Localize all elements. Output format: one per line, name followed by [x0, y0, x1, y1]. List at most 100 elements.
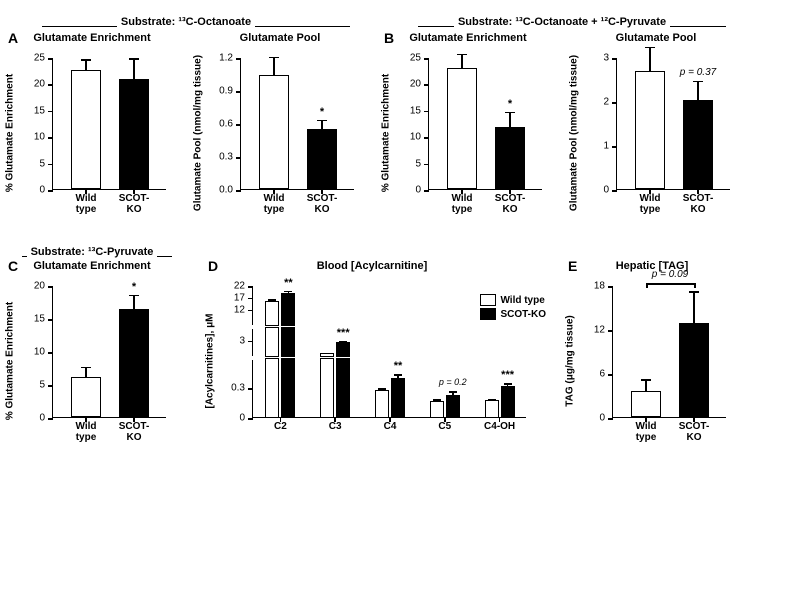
- panel-title: Glutamate Pool: [576, 32, 736, 48]
- yticklabel: 0.6: [219, 119, 233, 130]
- ytick: [48, 164, 53, 166]
- panel-title: Glutamate Enrichment: [12, 32, 172, 48]
- yticklabel: 0.3: [231, 383, 245, 394]
- ytick: [48, 190, 53, 192]
- bar: [119, 79, 149, 189]
- errcap: [641, 379, 651, 381]
- yticklabel: 12: [594, 325, 605, 336]
- errcap: [505, 112, 515, 114]
- panel-C-group: Substrate: ¹³C-Pyruvate Glutamate Enrichm…: [12, 242, 172, 446]
- plot: 05101520WildtypeSCOT-KO*% Glutamate Enri…: [12, 276, 172, 446]
- xticklabel: SCOT-KO: [112, 193, 156, 215]
- ylabel: % Glutamate Enrichment: [5, 302, 16, 420]
- yticklabel: 3: [603, 53, 609, 64]
- yticklabel: 0: [39, 413, 45, 424]
- panel-letter: E: [568, 258, 577, 274]
- legend-item: SCOT-KO: [480, 308, 546, 320]
- ytick: [236, 58, 241, 60]
- yticklabel: 25: [410, 53, 421, 64]
- bar: [447, 68, 477, 189]
- panel: A0510152025WildtypeSCOT-KO% Glutamate En…: [12, 48, 172, 218]
- ytick: [48, 352, 53, 354]
- plot-area: 0123WildtypeSCOT-KOp = 0.37: [616, 58, 730, 190]
- ytick: [248, 286, 253, 288]
- yticklabel: 0: [239, 413, 245, 424]
- substrate-label: Substrate: ¹³C-Octanoate + ¹²C-Pyruvate: [454, 16, 670, 28]
- ytick: [424, 137, 429, 139]
- xticklabel: SCOT-KO: [676, 193, 720, 215]
- ytick: [612, 102, 617, 104]
- substrate-label: Substrate: ¹³C-Pyruvate: [27, 246, 158, 258]
- bar: [495, 127, 525, 189]
- errbar: [509, 112, 511, 128]
- substrate-header: Substrate: ¹³C-Octanoate + ¹²C-Pyruvate: [388, 12, 736, 30]
- ytick: [48, 111, 53, 113]
- errcap: [504, 383, 512, 385]
- ytick: [424, 111, 429, 113]
- xticklabel: C5: [423, 421, 467, 432]
- bar: [265, 358, 279, 418]
- bracket: [646, 283, 694, 285]
- bar: [307, 129, 337, 190]
- ytick: [424, 58, 429, 60]
- ytick: [248, 418, 253, 420]
- plot-area: 0.00.30.60.91.2WildtypeSCOT-KO*: [240, 58, 354, 190]
- errbar: [697, 81, 699, 101]
- yticklabel: 10: [34, 132, 45, 143]
- errcap: [317, 120, 327, 122]
- subpanel: Glutamate Pool 0123WildtypeSCOT-KOp = 0.3…: [576, 32, 736, 218]
- yticklabel: 18: [594, 281, 605, 292]
- ytick: [424, 190, 429, 192]
- ytick: [608, 286, 613, 288]
- xticklabel: Wildtype: [628, 193, 672, 215]
- errbar: [693, 291, 695, 324]
- substrate-header: Substrate: ¹³C-Pyruvate: [12, 242, 172, 260]
- sig-marker: **: [284, 277, 293, 289]
- errbar: [133, 295, 135, 311]
- panel-letter: B: [384, 30, 394, 46]
- bar: [119, 309, 149, 417]
- errbar: [649, 47, 651, 73]
- bar: [336, 342, 350, 357]
- panel: 0123WildtypeSCOT-KOp = 0.37Glutamate Poo…: [576, 48, 736, 218]
- errcap: [433, 399, 441, 401]
- bar: [635, 71, 665, 189]
- ytick: [608, 418, 613, 420]
- subpanels: Glutamate EnrichmentA0510152025WildtypeS…: [12, 32, 360, 218]
- xticklabel: Wildtype: [64, 193, 108, 215]
- ylabel: TAG (μg/mg tissue): [565, 315, 576, 407]
- legend-item: Wild type: [480, 294, 546, 306]
- panel: C05101520WildtypeSCOT-KO*% Glutamate Enr…: [12, 276, 172, 446]
- ytick: [236, 190, 241, 192]
- bracket: [694, 283, 696, 288]
- panel-letter: A: [8, 30, 18, 46]
- pval-label: p = 0.09: [652, 269, 688, 280]
- yticklabel: 2: [603, 97, 609, 108]
- ytick: [612, 190, 617, 192]
- sig-marker: *: [132, 281, 136, 293]
- errcap: [269, 57, 279, 59]
- yticklabel: 0: [39, 185, 45, 196]
- errbar: [461, 54, 463, 69]
- bar: [679, 323, 709, 417]
- legend-label: SCOT-KO: [500, 309, 546, 320]
- yticklabel: 17: [234, 292, 245, 303]
- errcap: [689, 291, 699, 293]
- xticklabel: C4-OH: [478, 421, 522, 432]
- ytick: [248, 388, 253, 390]
- bar: [430, 401, 444, 418]
- panel-title: Glutamate Enrichment: [12, 260, 172, 276]
- errcap: [394, 374, 402, 376]
- bar: [281, 358, 295, 418]
- errcap: [488, 399, 496, 401]
- legend: Wild type SCOT-KO: [480, 294, 546, 322]
- ylabel: % Glutamate Enrichment: [381, 74, 392, 192]
- yticklabel: 0.9: [219, 86, 233, 97]
- errcap: [268, 299, 276, 301]
- bottom-row: Substrate: ¹³C-Pyruvate Glutamate Enrichm…: [12, 242, 795, 446]
- bar: [320, 358, 334, 418]
- yticklabel: 0.3: [219, 152, 233, 163]
- plot: 0510152025WildtypeSCOT-KO*% Glutamate En…: [388, 48, 548, 218]
- axis-break: [249, 356, 257, 360]
- panel: 0.00.30.60.91.2WildtypeSCOT-KO*Glutamate…: [200, 48, 360, 218]
